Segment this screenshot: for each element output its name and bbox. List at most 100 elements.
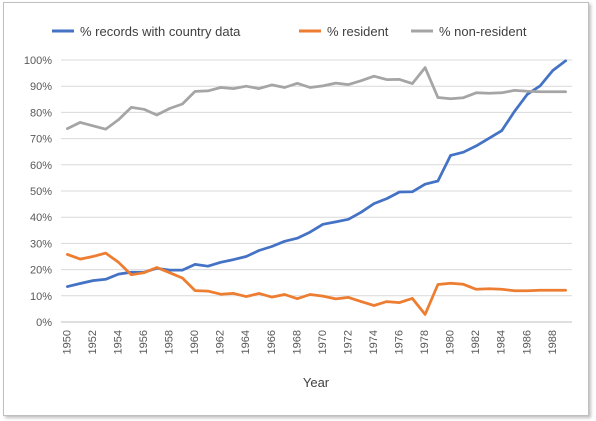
series-line-0	[66, 59, 567, 288]
data-point	[526, 289, 529, 293]
data-point	[296, 82, 299, 85]
data-point	[398, 301, 401, 304]
data-point	[193, 90, 197, 93]
x-tick-label: 1976	[394, 330, 406, 354]
data-point	[398, 78, 401, 81]
gridlines	[61, 59, 572, 323]
x-tick-label: 1962	[215, 330, 227, 354]
data-point	[474, 91, 478, 94]
data-point	[487, 92, 491, 95]
data-point	[104, 251, 107, 255]
data-point	[385, 300, 388, 303]
data-point	[347, 218, 350, 221]
data-point	[436, 283, 440, 286]
data-point	[257, 87, 261, 90]
data-point	[321, 223, 325, 226]
x-tick-label: 1960	[189, 330, 201, 354]
data-point	[500, 91, 503, 94]
data-point	[449, 154, 452, 157]
data-point	[449, 282, 452, 285]
x-tick-label: 1968	[291, 330, 303, 354]
data-point	[538, 90, 542, 93]
y-tick-label: 60%	[30, 160, 52, 172]
data-point	[334, 297, 337, 301]
x-tick-label: 1986	[521, 330, 533, 354]
data-point	[500, 288, 503, 291]
y-tick-label: 10%	[30, 291, 52, 303]
x-tick-label: 1958	[164, 330, 176, 354]
data-point	[308, 293, 312, 296]
data-point	[130, 106, 133, 109]
x-tick-label: 1956	[138, 330, 150, 354]
data-point	[206, 289, 210, 293]
data-point	[526, 89, 529, 93]
data-point	[360, 79, 363, 82]
data-point	[142, 108, 146, 111]
data-point	[474, 288, 478, 291]
x-tick-label: 1966	[266, 330, 278, 354]
data-point	[283, 240, 286, 243]
data-point	[78, 257, 82, 261]
data-point	[385, 197, 388, 200]
data-point	[398, 190, 401, 194]
data-point	[245, 295, 248, 298]
x-axis-title: Year	[303, 375, 330, 390]
data-point	[104, 278, 107, 281]
data-point	[564, 289, 567, 292]
y-tick-label: 30%	[30, 238, 52, 250]
data-point	[500, 129, 503, 132]
y-tick-label: 90%	[30, 81, 52, 93]
y-tick-label: 80%	[30, 107, 52, 119]
data-point	[308, 230, 312, 234]
data-point	[296, 236, 299, 240]
data-point	[117, 118, 120, 121]
data-point	[193, 263, 197, 266]
x-tick-label: 1970	[317, 330, 329, 354]
data-point	[245, 85, 248, 88]
x-tick-label: 1974	[368, 330, 380, 354]
data-point	[436, 179, 440, 183]
x-tick-label: 1964	[240, 330, 252, 354]
data-point	[91, 279, 95, 282]
data-point	[538, 84, 542, 88]
data-point	[449, 97, 452, 100]
data-point	[193, 289, 197, 292]
data-point	[181, 268, 184, 272]
data-point	[283, 86, 286, 89]
legend-label-resident: % resident	[327, 24, 389, 39]
data-point	[411, 190, 414, 193]
x-tick-label: 1982	[470, 330, 482, 354]
data-point	[270, 295, 273, 299]
x-tick-label: 1972	[342, 330, 354, 354]
data-point	[423, 66, 427, 69]
data-point	[347, 83, 350, 86]
x-tick-label: 1988	[547, 330, 559, 354]
data-point	[270, 245, 273, 248]
x-tick-label: 1950	[61, 330, 73, 354]
data-point	[181, 276, 184, 280]
data-point	[91, 255, 95, 258]
y-tick-label: 0%	[36, 317, 52, 329]
data-point	[372, 75, 376, 78]
data-point	[334, 81, 337, 85]
data-point	[181, 102, 184, 106]
data-point	[130, 273, 133, 277]
data-point	[321, 294, 325, 298]
data-point	[551, 69, 555, 72]
data-point	[321, 84, 325, 88]
data-point	[411, 82, 414, 85]
data-point	[538, 289, 542, 292]
data-point	[78, 121, 82, 124]
x-tick-label: 1952	[87, 330, 99, 354]
data-point	[487, 287, 491, 290]
x-axis-ticks: 1950 1952 1954 1956 1958 1960 1962 1964 1966 1968…	[61, 330, 558, 354]
data-point	[66, 127, 69, 130]
data-point	[257, 249, 261, 252]
data-point	[551, 289, 555, 292]
data-point	[411, 297, 414, 300]
data-point	[283, 293, 286, 296]
series-line-2	[66, 66, 567, 131]
data-point	[423, 182, 427, 186]
data-point	[206, 264, 210, 268]
